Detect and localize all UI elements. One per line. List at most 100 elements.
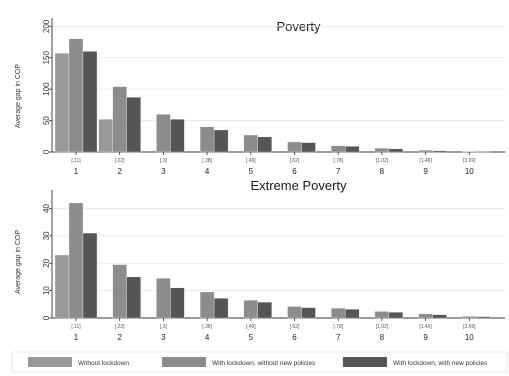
bar-with-lockdown-with-new-policies	[82, 232, 98, 319]
bar-with-lockdown-without-new-policies	[331, 145, 346, 153]
bar-with-lockdown-without-new-policies	[243, 134, 258, 153]
bar-with-lockdown-without-new-policies	[68, 38, 84, 153]
x-subtick-label: [.22]	[115, 158, 125, 164]
bar-with-lockdown-with-new-policies	[213, 298, 229, 319]
x-tick-label: 1	[74, 167, 79, 176]
x-tick-label: 6	[292, 333, 297, 342]
bar-with-lockdown-without-new-policies	[199, 291, 215, 319]
bar-with-lockdown-without-new-policies	[112, 86, 127, 153]
x-subtick-label: [.3]	[160, 158, 168, 164]
bar-with-lockdown-with-new-policies	[476, 151, 491, 153]
bar-with-lockdown-without-new-policies	[374, 148, 390, 153]
x-subtick-label: [.62]	[290, 158, 300, 164]
bar-with-lockdown-without-new-policies	[462, 316, 477, 319]
bar-with-lockdown-with-new-policies	[170, 287, 185, 319]
chart-title-2: Extreme Poverty	[250, 178, 347, 193]
y-tick-label: 150	[42, 50, 51, 64]
bar-with-lockdown-without-new-policies	[287, 141, 302, 153]
x-subtick-label: [1.46]	[419, 324, 432, 330]
x-subtick-label: [.11]	[71, 158, 81, 164]
bar-with-lockdown-without-new-policies	[199, 126, 215, 153]
y-tick-label: 0	[42, 315, 51, 320]
bar-with-lockdown-with-new-policies	[388, 312, 404, 319]
bar-without-lockdown	[54, 53, 70, 153]
bar-with-lockdown-with-new-policies	[257, 136, 272, 153]
legend-label: With lockdown, with new policies	[393, 360, 488, 367]
bar-with-lockdown-with-new-policies	[476, 316, 491, 319]
legend-label: Without lockdown	[78, 360, 129, 367]
bar-with-lockdown-with-new-policies	[82, 51, 98, 153]
x-subtick-label: [.38]	[202, 324, 212, 330]
y-tick-label: 10	[42, 286, 51, 295]
bar-with-lockdown-without-new-policies	[112, 264, 127, 319]
x-tick-label: 10	[465, 333, 474, 342]
x-subtick-label: [.22]	[115, 324, 125, 330]
bar-with-lockdown-without-new-policies	[462, 151, 477, 153]
x-tick-label: 8	[380, 333, 385, 342]
x-subtick-label: [1.46]	[419, 158, 432, 164]
bar-with-lockdown-with-new-policies	[170, 119, 185, 153]
x-tick-label: 5	[249, 167, 254, 176]
x-tick-label: 9	[423, 167, 428, 176]
bar-with-lockdown-without-new-policies	[243, 300, 258, 319]
x-tick-label: 6	[292, 167, 297, 176]
x-tick-label: 3	[161, 167, 166, 176]
x-tick-label: 9	[423, 333, 428, 342]
bar-with-lockdown-without-new-policies	[418, 149, 433, 153]
bar-with-lockdown-without-new-policies	[331, 307, 346, 319]
bar-with-lockdown-with-new-policies	[301, 307, 316, 319]
x-tick-label: 7	[336, 333, 341, 342]
legend-swatch	[162, 357, 206, 367]
x-subtick-label: [.3]	[160, 324, 168, 330]
x-tick-label: 4	[205, 167, 210, 176]
bar-with-lockdown-without-new-policies	[68, 202, 84, 319]
bar-with-lockdown-with-new-policies	[432, 150, 447, 153]
x-tick-label: 8	[380, 167, 385, 176]
x-tick-label: 1	[74, 333, 79, 342]
x-tick-label: 2	[117, 167, 122, 176]
y-tick-label: 30	[42, 231, 51, 240]
x-subtick-label: [.62]	[290, 324, 300, 330]
x-tick-label: 3	[161, 333, 166, 342]
y-tick-label: 100	[42, 82, 51, 96]
x-subtick-label: [3.69]	[463, 324, 476, 330]
bar-with-lockdown-without-new-policies	[418, 313, 433, 319]
bar-with-lockdown-without-new-policies	[287, 306, 302, 319]
y-axis-label: Average gap in COP	[15, 230, 22, 294]
legend-swatch	[343, 357, 387, 367]
bar-with-lockdown-with-new-policies	[345, 146, 360, 153]
x-subtick-label: [.78]	[333, 158, 343, 164]
bar-without-lockdown	[54, 254, 70, 319]
bar-with-lockdown-with-new-policies	[213, 129, 229, 153]
x-subtick-label: [.11]	[71, 324, 81, 330]
bar-with-lockdown-with-new-policies	[126, 97, 141, 153]
bar-with-lockdown-with-new-policies	[257, 301, 272, 319]
x-tick-label: 4	[205, 333, 210, 342]
y-tick-label: 20	[42, 258, 51, 267]
bar-with-lockdown-without-new-policies	[156, 278, 171, 319]
bar-with-lockdown-without-new-policies	[374, 311, 390, 319]
x-tick-label: 10	[465, 167, 474, 176]
bar-with-lockdown-with-new-policies	[432, 314, 447, 319]
x-subtick-label: [1.02]	[376, 158, 389, 164]
x-tick-label: 7	[336, 167, 341, 176]
legend-label: With lockdown, without new policies	[212, 360, 316, 367]
bar-with-lockdown-with-new-policies	[345, 309, 360, 319]
x-subtick-label: [.78]	[333, 324, 343, 330]
x-subtick-label: [3.69]	[463, 158, 476, 164]
y-axis-label: Average gap in COP	[15, 64, 22, 128]
x-subtick-label: [.38]	[202, 158, 212, 164]
bar-with-lockdown-with-new-policies	[126, 276, 141, 319]
y-tick-label: 200	[42, 19, 51, 33]
bar-with-lockdown-with-new-policies	[301, 142, 316, 153]
x-tick-label: 5	[249, 333, 254, 342]
x-subtick-label: [1.02]	[376, 324, 389, 330]
x-subtick-label: [.49]	[246, 158, 256, 164]
y-tick-label: 50	[42, 116, 51, 125]
y-tick-label: 0	[42, 149, 51, 154]
bar-with-lockdown-with-new-policies	[388, 148, 404, 153]
x-subtick-label: [.49]	[246, 324, 256, 330]
bar-without-lockdown	[98, 119, 113, 153]
